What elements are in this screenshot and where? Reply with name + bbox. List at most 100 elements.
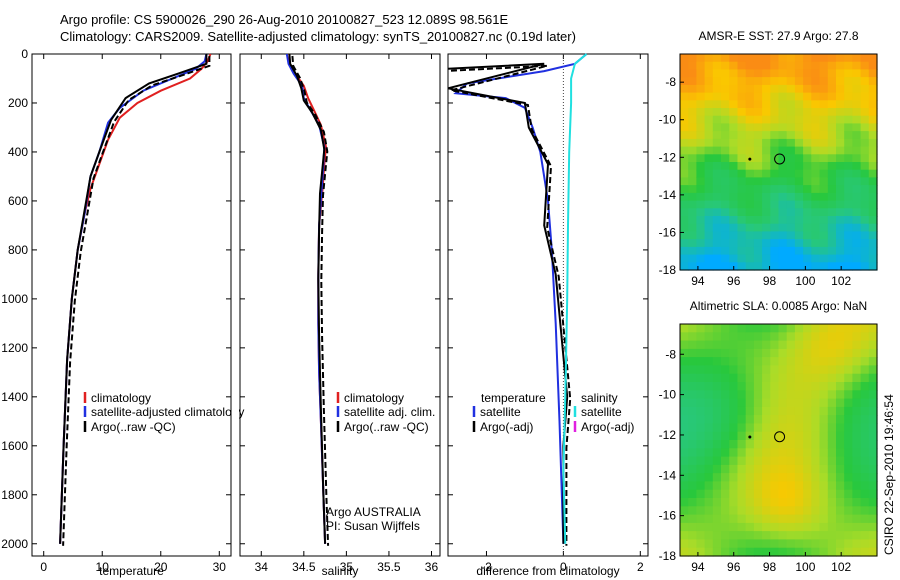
map-cell xyxy=(737,154,747,163)
map-cell xyxy=(868,348,878,358)
map-cell xyxy=(803,332,812,342)
map-cell xyxy=(721,324,730,333)
map-cell xyxy=(729,539,739,549)
map-cell xyxy=(786,69,796,78)
map-cell xyxy=(836,340,845,350)
map-cell xyxy=(803,481,812,491)
map-cell xyxy=(680,514,689,524)
map-cell xyxy=(737,108,747,117)
map-cell xyxy=(680,216,689,225)
map-cell xyxy=(836,69,845,78)
map-cell xyxy=(712,431,722,441)
map-cell xyxy=(852,216,862,225)
map-cell xyxy=(778,239,788,248)
map-cell xyxy=(860,192,870,202)
map-cell xyxy=(860,506,870,516)
map-cell xyxy=(712,61,722,70)
map-cell xyxy=(770,138,780,148)
map-cell xyxy=(737,415,747,424)
map-cell xyxy=(819,131,829,140)
map-cell xyxy=(860,531,870,540)
map-cell xyxy=(737,440,747,449)
map-cell xyxy=(811,365,821,375)
map-cell xyxy=(729,473,739,482)
map-cell xyxy=(778,514,788,524)
map-cell xyxy=(704,531,714,540)
map-cell xyxy=(762,498,771,507)
map-cell xyxy=(868,154,878,163)
map-cell xyxy=(753,473,763,482)
map-cell xyxy=(836,456,845,466)
map-cell xyxy=(860,365,870,375)
map-cell xyxy=(811,440,821,449)
map-cell xyxy=(794,138,804,148)
map-cell xyxy=(729,146,739,155)
map-cell xyxy=(753,522,763,532)
map-cell xyxy=(852,154,862,163)
map-cell xyxy=(688,348,697,358)
y-tick-label: -10 xyxy=(659,388,677,402)
map-cell xyxy=(778,61,788,70)
map-cell xyxy=(729,177,739,186)
map-cell xyxy=(737,431,747,441)
map-cell xyxy=(819,539,829,549)
map-cell xyxy=(704,177,714,186)
map-cell xyxy=(868,506,878,516)
map-cell xyxy=(811,115,821,124)
map-cell xyxy=(712,498,722,507)
map-cell xyxy=(803,100,812,109)
map-cell xyxy=(803,131,812,140)
map-cell xyxy=(737,92,747,101)
map-cell xyxy=(704,54,714,63)
x-tick-label: 30 xyxy=(213,560,227,574)
map-cell xyxy=(762,108,771,117)
map-cell xyxy=(680,131,689,140)
map-cell xyxy=(836,262,845,271)
map-cell xyxy=(852,506,862,516)
map-cell xyxy=(778,373,788,383)
map-cell xyxy=(696,100,706,109)
map-cell xyxy=(737,382,747,391)
map-cell xyxy=(696,192,706,202)
map-cell xyxy=(737,146,747,155)
map-cell xyxy=(778,531,788,540)
map-cell xyxy=(680,108,689,117)
map-cell xyxy=(794,69,804,78)
map-cell xyxy=(836,185,845,194)
map-cell xyxy=(811,406,821,416)
map-cell xyxy=(737,522,747,532)
x-tick-label: 94 xyxy=(691,560,705,574)
map-cell xyxy=(844,448,853,458)
map-cell xyxy=(712,192,722,202)
map-cell xyxy=(811,398,821,408)
map-cell xyxy=(844,398,853,408)
map-cell xyxy=(770,390,780,400)
map-cell xyxy=(836,506,845,516)
map-cell xyxy=(737,246,747,256)
map-cell xyxy=(819,169,829,178)
map-cell xyxy=(688,123,697,132)
map-cell xyxy=(794,332,804,342)
map-cell xyxy=(712,531,722,540)
x-axis-label: difference from climatology xyxy=(476,564,619,578)
map-cell xyxy=(704,115,714,124)
map-cell xyxy=(803,162,812,171)
map-cell xyxy=(680,324,689,333)
map-cell xyxy=(827,390,837,400)
map-cell xyxy=(680,522,689,532)
map-cell xyxy=(712,423,722,433)
map-cell xyxy=(868,69,878,78)
map-cell xyxy=(860,357,870,366)
map-cell xyxy=(827,177,837,186)
map-cell xyxy=(786,115,796,124)
y-tick-label: -18 xyxy=(659,263,677,277)
map-cell xyxy=(745,216,755,225)
map-cell xyxy=(827,77,837,86)
map-cell xyxy=(803,382,812,391)
map-cell xyxy=(712,522,722,532)
legend-label: Argo(..raw -QC) xyxy=(344,420,429,434)
map-cell xyxy=(852,146,862,155)
map-cell xyxy=(794,177,804,186)
map-cell xyxy=(704,440,714,449)
map-cell xyxy=(729,92,739,101)
